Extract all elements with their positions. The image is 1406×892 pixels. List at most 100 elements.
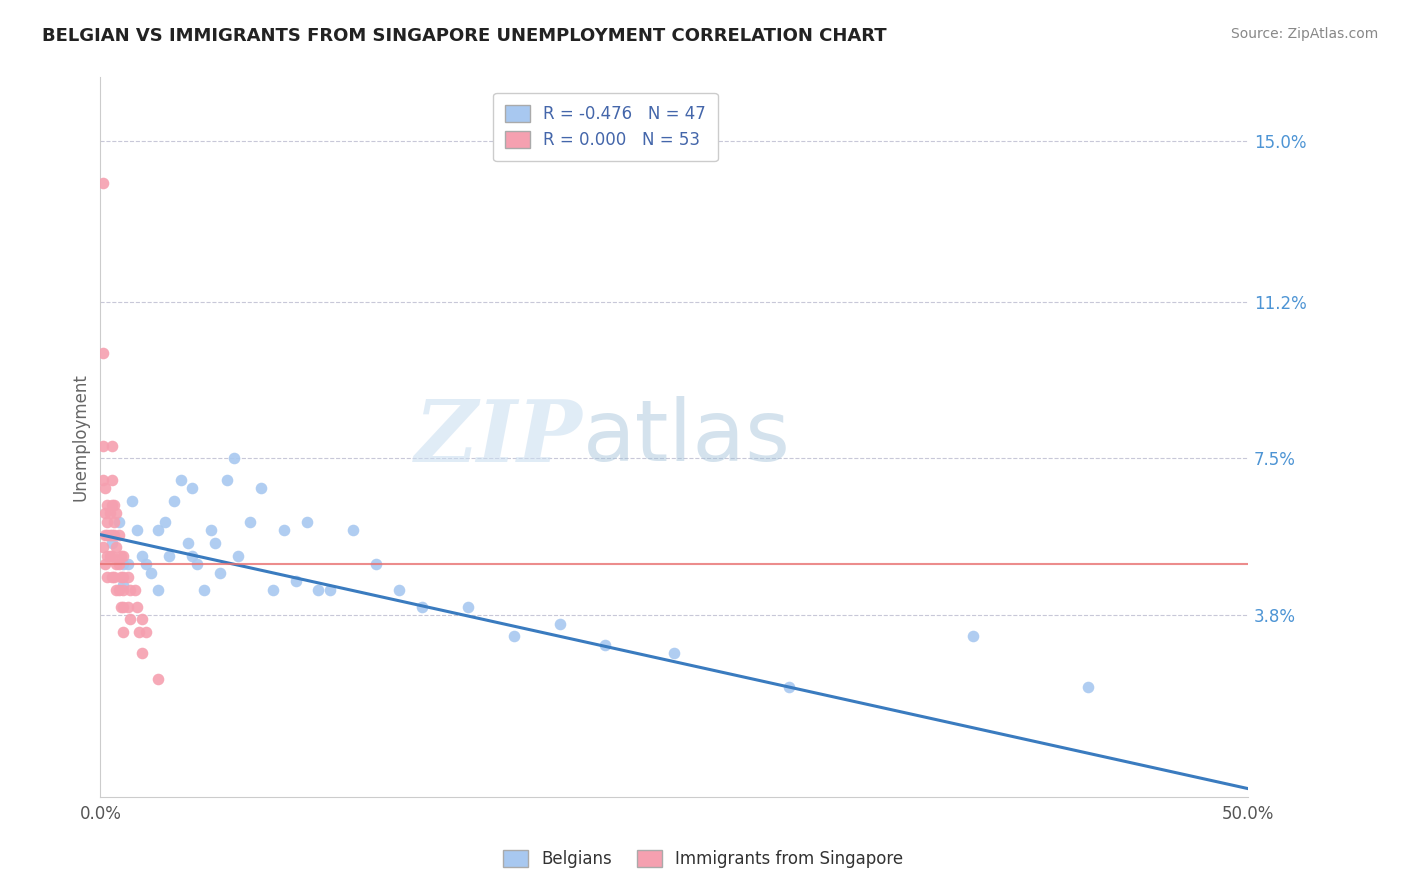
Point <box>962 629 984 643</box>
Point <box>146 672 169 686</box>
Point <box>112 599 135 614</box>
Point <box>91 439 114 453</box>
Point <box>101 549 124 563</box>
Point <box>411 599 433 614</box>
Point <box>208 566 231 580</box>
Point <box>91 345 114 359</box>
Point <box>778 680 800 694</box>
Point <box>319 582 342 597</box>
Point <box>388 582 411 597</box>
Point <box>131 646 153 660</box>
Point <box>176 536 198 550</box>
Point <box>105 558 128 572</box>
Point <box>502 629 524 643</box>
Point <box>131 549 153 563</box>
Point <box>595 638 617 652</box>
Point <box>127 599 149 614</box>
Point <box>101 473 124 487</box>
Point <box>103 498 125 512</box>
Point <box>96 549 118 563</box>
Point <box>98 507 121 521</box>
Point <box>91 541 114 555</box>
Point <box>121 493 143 508</box>
Point <box>193 582 215 597</box>
Point <box>112 578 135 592</box>
Point <box>181 481 204 495</box>
Point <box>110 570 132 584</box>
Point <box>120 582 142 597</box>
Point <box>117 599 139 614</box>
Point <box>117 558 139 572</box>
Point <box>112 582 135 597</box>
Point <box>94 558 117 572</box>
Point <box>226 549 249 563</box>
Point <box>101 439 124 453</box>
Point <box>96 570 118 584</box>
Point <box>96 498 118 512</box>
Point <box>664 646 686 660</box>
Point <box>153 515 176 529</box>
Point <box>101 570 124 584</box>
Point <box>250 481 273 495</box>
Point <box>112 570 135 584</box>
Point <box>107 582 129 597</box>
Point <box>548 616 571 631</box>
Point <box>186 558 208 572</box>
Point <box>107 558 129 572</box>
Point <box>127 524 149 538</box>
Point <box>105 582 128 597</box>
Text: Source: ZipAtlas.com: Source: ZipAtlas.com <box>1230 27 1378 41</box>
Point <box>308 582 330 597</box>
Point <box>146 582 169 597</box>
Point <box>124 582 146 597</box>
Point <box>112 558 135 572</box>
Point <box>163 493 186 508</box>
Point <box>112 549 135 563</box>
Legend: Belgians, Immigrants from Singapore: Belgians, Immigrants from Singapore <box>496 843 910 875</box>
Point <box>112 625 135 640</box>
Point <box>103 515 125 529</box>
Y-axis label: Unemployment: Unemployment <box>72 374 89 501</box>
Point <box>139 566 162 580</box>
Point <box>157 549 180 563</box>
Point <box>103 570 125 584</box>
Point <box>295 515 318 529</box>
Point <box>262 582 284 597</box>
Point <box>146 524 169 538</box>
Point <box>96 527 118 541</box>
Text: ZIP: ZIP <box>415 395 582 479</box>
Point <box>128 625 150 640</box>
Legend: R = -0.476   N = 47, R = 0.000   N = 53: R = -0.476 N = 47, R = 0.000 N = 53 <box>494 93 717 161</box>
Point <box>200 524 222 538</box>
Point <box>94 527 117 541</box>
Point <box>94 481 117 495</box>
Point <box>107 527 129 541</box>
Point <box>364 558 387 572</box>
Point <box>103 527 125 541</box>
Point <box>342 524 364 538</box>
Point <box>284 574 307 589</box>
Point <box>117 570 139 584</box>
Point <box>239 515 262 529</box>
Point <box>101 498 124 512</box>
Point <box>105 507 128 521</box>
Point <box>273 524 295 538</box>
Text: BELGIAN VS IMMIGRANTS FROM SINGAPORE UNEMPLOYMENT CORRELATION CHART: BELGIAN VS IMMIGRANTS FROM SINGAPORE UNE… <box>42 27 887 45</box>
Point <box>204 536 226 550</box>
Point <box>222 451 245 466</box>
Point <box>110 549 132 563</box>
Point <box>101 536 124 550</box>
Point <box>94 507 117 521</box>
Point <box>101 527 124 541</box>
Point <box>107 515 129 529</box>
Point <box>96 515 118 529</box>
Text: atlas: atlas <box>582 396 790 479</box>
Point <box>215 473 238 487</box>
Point <box>91 176 114 190</box>
Point <box>181 549 204 563</box>
Point <box>91 473 114 487</box>
Point <box>110 599 132 614</box>
Point <box>120 612 142 626</box>
Point <box>457 599 479 614</box>
Point <box>170 473 193 487</box>
